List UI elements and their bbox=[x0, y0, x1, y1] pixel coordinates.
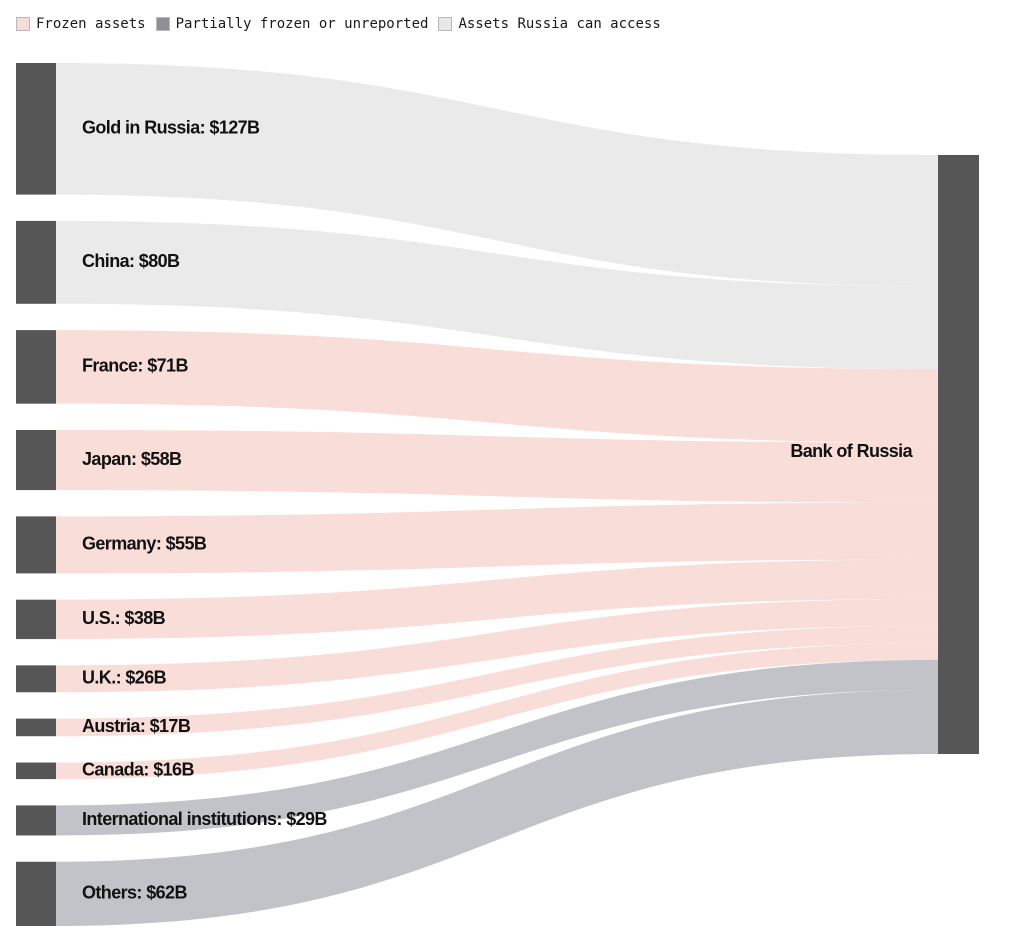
label-austria: Austria: $17B bbox=[82, 716, 191, 736]
link-canada bbox=[56, 643, 938, 780]
label-canada: Canada: $16B bbox=[82, 760, 194, 780]
link-others bbox=[56, 689, 938, 926]
node-germany bbox=[16, 516, 56, 574]
node-japan bbox=[16, 429, 56, 491]
legend: Frozen assets Partially frozen or unrepo… bbox=[16, 14, 671, 34]
link-france bbox=[56, 330, 938, 443]
label-u-s: U.S.: $38B bbox=[82, 608, 166, 628]
legend-swatch-frozen bbox=[16, 17, 30, 31]
label-france: France: $71B bbox=[82, 356, 188, 376]
sankey-nodes bbox=[16, 63, 979, 926]
label-china: China: $80B bbox=[82, 251, 180, 271]
label-others: Others: $62B bbox=[82, 883, 187, 903]
sankey-labels: Gold in Russia: $127B China: $80B France: … bbox=[82, 118, 914, 903]
link-u-k bbox=[56, 598, 938, 693]
link-austria bbox=[56, 625, 938, 737]
node-u-k bbox=[16, 665, 56, 693]
sankey-links bbox=[56, 63, 938, 926]
node-gold-in-russia bbox=[16, 63, 56, 195]
node-france bbox=[16, 330, 56, 404]
link-japan bbox=[56, 429, 938, 503]
legend-label-partial: Partially frozen or unreported bbox=[175, 16, 429, 32]
node-others bbox=[16, 861, 56, 926]
label-gold-in-russia: Gold in Russia: $127B bbox=[82, 118, 260, 138]
node-austria bbox=[16, 718, 56, 737]
node-u-s bbox=[16, 599, 56, 640]
node-china bbox=[16, 220, 56, 304]
node-canada bbox=[16, 762, 56, 780]
label-u-k: U.K.: $26B bbox=[82, 668, 167, 688]
node-bank-of-russia bbox=[938, 155, 979, 754]
legend-label-frozen: Frozen assets bbox=[36, 16, 146, 32]
link-china bbox=[56, 220, 938, 370]
link-germany bbox=[56, 502, 938, 574]
legend-item-partial: Partially frozen or unreported bbox=[155, 16, 429, 32]
link-u-s bbox=[56, 559, 938, 640]
legend-swatch-partial bbox=[155, 17, 170, 31]
label-bank-of-russia: Bank of Russia bbox=[790, 441, 913, 461]
legend-item-access: Assets Russia can access bbox=[438, 16, 661, 32]
node-international-institutions bbox=[16, 805, 56, 836]
legend-swatch-access bbox=[438, 17, 453, 31]
label-japan: Japan: $58B bbox=[82, 449, 182, 469]
link-gold-in-russia bbox=[56, 63, 938, 287]
label-germany: Germany: $55B bbox=[82, 534, 207, 554]
legend-item-frozen: Frozen assets bbox=[16, 16, 146, 32]
legend-label-access: Assets Russia can access bbox=[458, 16, 661, 32]
label-international-institutions: International institutions: $29B bbox=[82, 809, 327, 829]
link-international-institutions bbox=[56, 659, 938, 836]
